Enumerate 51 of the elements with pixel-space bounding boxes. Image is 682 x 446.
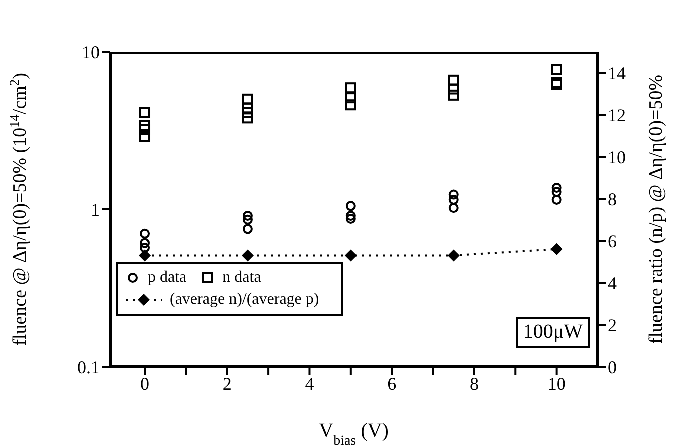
point	[448, 203, 459, 214]
y2-axis-title: fluence ratio (n/p) @ Δη/η(0)=50%	[646, 74, 667, 344]
point	[552, 182, 562, 193]
y-tick-label: 0.1	[78, 357, 100, 378]
point	[140, 228, 150, 239]
x-tick-label: 6	[388, 374, 397, 394]
point	[140, 242, 150, 253]
y2-tick-label: 4	[608, 273, 617, 294]
y2-tick-label: 8	[608, 189, 617, 210]
point	[140, 238, 150, 248]
point	[242, 214, 253, 225]
legend-label: (average n)/(average p)	[169, 291, 320, 308]
point	[242, 112, 254, 124]
point	[346, 214, 356, 224]
x-tick-label: 0	[140, 374, 150, 394]
y-tick-label: 1	[91, 200, 100, 220]
point	[448, 190, 459, 200]
point	[448, 74, 460, 86]
point	[242, 224, 253, 234]
y2-tick-label: 6	[608, 231, 617, 252]
point	[448, 84, 460, 95]
x-axis-title: V$_{bias}$ (V)	[319, 420, 389, 446]
point	[552, 187, 562, 198]
point	[242, 94, 254, 105]
legend-label: n data	[222, 269, 262, 286]
point	[140, 131, 151, 142]
y2-tick-label: 14	[608, 63, 626, 84]
x-tick-label: 8	[470, 374, 479, 394]
point	[345, 100, 356, 111]
point	[140, 120, 151, 132]
point	[242, 107, 254, 118]
point	[346, 210, 356, 221]
point	[551, 64, 562, 76]
point	[345, 92, 356, 104]
x-tick-label: 2	[222, 374, 232, 394]
y2-tick-label: 0	[608, 357, 617, 378]
legend-label: p data	[147, 269, 187, 286]
point	[242, 210, 253, 221]
y2-tick-label: 12	[608, 105, 626, 126]
y-tick-label: 10	[82, 42, 100, 62]
point	[448, 90, 460, 101]
point	[346, 201, 356, 212]
annotation: 100μW	[516, 317, 590, 348]
point	[140, 107, 151, 118]
point	[552, 194, 562, 205]
y2-tick-label: 10	[608, 147, 626, 168]
y2-tick-label: 2	[608, 315, 617, 336]
x-tick-label: 4	[305, 374, 314, 394]
x-tick-label: 10	[548, 374, 566, 394]
point	[448, 194, 459, 205]
point	[345, 82, 356, 94]
